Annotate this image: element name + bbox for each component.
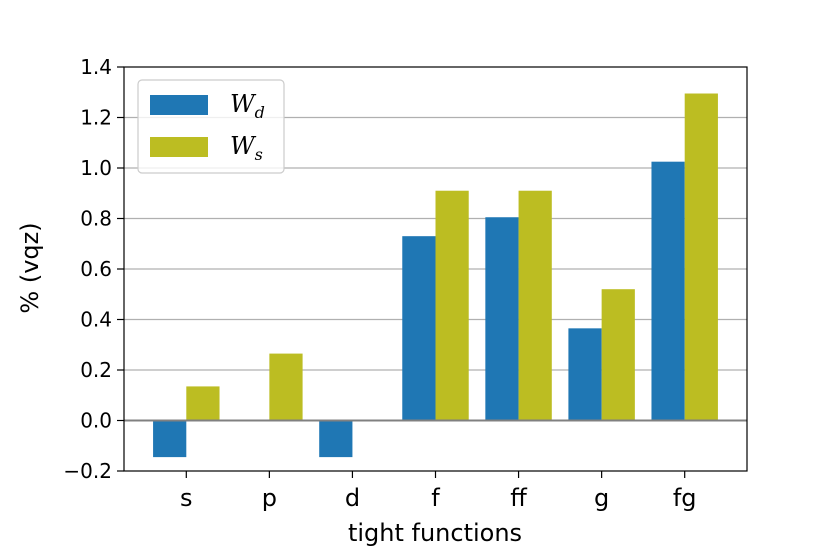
y-tick-label: 0.4 bbox=[80, 308, 112, 332]
y-tick-label: −0.2 bbox=[63, 459, 112, 483]
y-tick-label: 0.0 bbox=[80, 409, 112, 433]
y-tick-label: 1.4 bbox=[80, 55, 112, 79]
y-tick-label: 0.8 bbox=[80, 207, 112, 231]
bar-s-wd bbox=[153, 420, 187, 458]
y-tick-label: 0.6 bbox=[80, 257, 112, 281]
y-tick-label: 0.2 bbox=[80, 358, 112, 382]
bar-f-ws bbox=[435, 190, 469, 421]
bar-g-wd bbox=[568, 328, 602, 421]
bar-fg-wd bbox=[651, 161, 685, 421]
y-axis-title: % (vqz) bbox=[16, 222, 44, 313]
x-axis: s p d f ff g fg bbox=[180, 471, 697, 512]
bars bbox=[153, 93, 718, 458]
bar-fg-ws bbox=[684, 93, 718, 421]
x-tick-label: s bbox=[180, 484, 193, 512]
x-tick-label: fg bbox=[673, 484, 697, 512]
bar-p-ws bbox=[269, 353, 303, 421]
y-tick-label: 1.2 bbox=[80, 106, 112, 130]
bar-ff-wd bbox=[485, 217, 519, 421]
bar-s-ws bbox=[186, 386, 220, 421]
x-tick-label: g bbox=[594, 484, 609, 512]
x-axis-title: tight functions bbox=[348, 519, 522, 547]
x-tick-label: d bbox=[345, 484, 360, 512]
x-tick-label: ff bbox=[510, 484, 527, 512]
bar-ff-ws bbox=[518, 190, 552, 421]
x-tick-label: f bbox=[431, 484, 440, 512]
x-tick-label: p bbox=[262, 484, 277, 512]
y-axis: −0.2 0.0 0.2 0.4 0.6 0.8 1.0 1.2 1.4 bbox=[63, 55, 124, 483]
bar-g-ws bbox=[601, 289, 635, 421]
legend-label-ws: Ws bbox=[230, 132, 263, 164]
bar-f-wd bbox=[402, 236, 436, 421]
bar-d-wd bbox=[319, 420, 353, 458]
legend-label-wd: Wd bbox=[230, 90, 265, 122]
y-tick-label: 1.0 bbox=[80, 156, 112, 180]
legend-swatch-wd bbox=[150, 95, 208, 115]
legend-swatch-ws bbox=[150, 137, 208, 157]
legend: Wd Ws bbox=[137, 79, 285, 174]
